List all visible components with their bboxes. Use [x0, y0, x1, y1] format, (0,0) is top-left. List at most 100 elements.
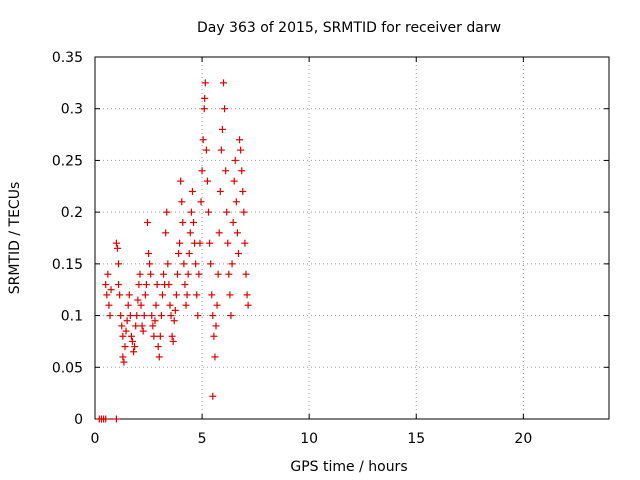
data-point	[151, 317, 159, 325]
data-point	[179, 218, 187, 226]
data-point	[188, 187, 196, 195]
data-point	[107, 286, 115, 294]
data-point	[194, 312, 202, 320]
data-point	[130, 348, 138, 356]
data-point	[154, 343, 162, 351]
y-tick-label: 0.25	[52, 153, 83, 169]
data-point	[125, 291, 133, 299]
x-tick-label: 0	[91, 431, 100, 447]
y-tick-label: 0.2	[61, 205, 83, 221]
data-point	[221, 105, 229, 113]
data-point	[244, 301, 252, 309]
data-point	[104, 270, 112, 278]
data-point	[183, 291, 191, 299]
data-point	[153, 281, 161, 289]
data-point	[171, 306, 179, 314]
data-point	[209, 392, 217, 400]
data-point	[225, 270, 233, 278]
plot-frame	[94, 56, 610, 420]
data-point	[215, 229, 223, 237]
data-point	[241, 239, 249, 247]
data-point	[170, 317, 178, 325]
data-point	[120, 358, 128, 366]
data-point	[214, 270, 222, 278]
data-point	[195, 270, 203, 278]
x-tick-label: 10	[300, 431, 318, 447]
data-point	[124, 301, 132, 309]
data-point	[140, 312, 148, 320]
data-point	[217, 146, 225, 154]
data-point	[202, 146, 210, 154]
data-point	[186, 229, 194, 237]
y-axis-label: SRMTID / TECUs	[7, 182, 23, 295]
data-point	[239, 187, 247, 195]
data-point	[145, 250, 153, 258]
data-point	[141, 291, 149, 299]
y-tick-label: 0	[74, 412, 83, 428]
data-point	[240, 208, 248, 216]
axis-ticks: 0 0.05 0.1 0.15 0.2 0.25 0.3 0.35 0 5 10 15 20	[52, 50, 609, 447]
data-point	[112, 239, 120, 247]
chart-title: Day 363 of 2015, SRMTID for receiver dar…	[197, 20, 501, 36]
data-point	[190, 218, 198, 226]
data-point	[131, 343, 139, 351]
data-point	[180, 260, 188, 268]
data-point	[201, 94, 209, 102]
data-point	[201, 79, 209, 87]
x-axis-label: GPS time / hours	[290, 459, 407, 475]
data-point	[119, 332, 127, 340]
data-point	[135, 281, 143, 289]
data-point	[211, 353, 219, 361]
data-point	[236, 136, 244, 144]
data-point	[118, 322, 126, 330]
data-point	[137, 301, 145, 309]
data-point	[209, 312, 217, 320]
data-point	[218, 125, 226, 133]
data-point	[224, 239, 232, 247]
data-point	[213, 301, 221, 309]
data-point	[226, 291, 234, 299]
data-point	[178, 198, 186, 206]
data-point	[102, 281, 110, 289]
data-point	[143, 218, 151, 226]
data-point	[102, 415, 110, 423]
data-point	[193, 291, 201, 299]
data-point	[128, 337, 136, 345]
data-point	[243, 291, 251, 299]
y-tick-label: 0.15	[52, 257, 83, 273]
data-point	[181, 281, 189, 289]
data-point	[199, 136, 207, 144]
data-point	[115, 281, 123, 289]
data-point	[121, 343, 129, 351]
data-point	[133, 312, 141, 320]
data-point	[229, 218, 237, 226]
data-point	[156, 332, 164, 340]
data-point	[192, 260, 200, 268]
data-point	[187, 208, 195, 216]
data-point	[223, 208, 231, 216]
data-point	[238, 167, 246, 175]
data-point	[237, 146, 245, 154]
x-tick-label: 5	[198, 431, 207, 447]
data-point	[205, 208, 213, 216]
data-point	[232, 198, 240, 206]
data-point	[169, 337, 177, 345]
data-point	[182, 301, 190, 309]
data-point	[203, 177, 211, 185]
data-point	[148, 312, 156, 320]
data-point	[139, 327, 147, 335]
x-tick-label: 15	[407, 431, 425, 447]
data-point	[184, 270, 192, 278]
data-point	[210, 332, 218, 340]
data-point	[112, 415, 120, 423]
data-point	[198, 167, 206, 175]
data-point	[175, 250, 183, 258]
data-point	[222, 167, 230, 175]
data-point	[160, 270, 168, 278]
data-point	[113, 244, 121, 252]
data-point	[106, 312, 114, 320]
data-point	[227, 312, 235, 320]
data-point	[206, 239, 214, 247]
data-point	[117, 312, 125, 320]
data-point	[176, 239, 184, 247]
